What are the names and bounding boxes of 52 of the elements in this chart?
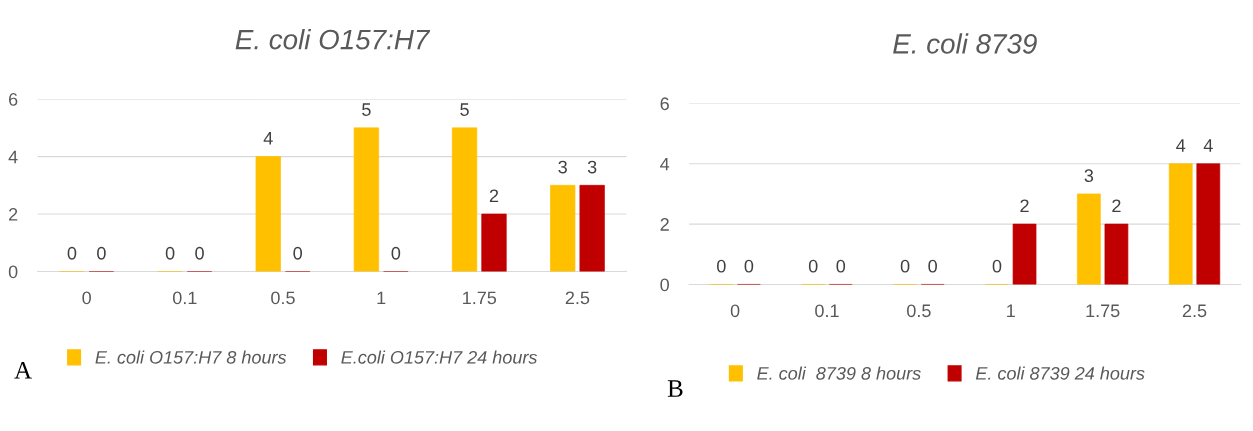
- y-tick-label: 0: [660, 278, 669, 292]
- y-tick-label: 0: [8, 265, 18, 279]
- x-tick-label: 0: [730, 304, 740, 318]
- chart-title: E. coli 8739: [893, 33, 1037, 54]
- x-tick-label: 1: [1007, 304, 1015, 317]
- data-label: 4: [1203, 139, 1213, 152]
- x-tick-label: 2.5: [565, 291, 590, 305]
- data-label: 0: [165, 246, 175, 260]
- data-label: 0: [195, 246, 204, 260]
- data-label: 3: [1084, 169, 1094, 183]
- data-label: 2: [1112, 199, 1121, 213]
- data-label: 4: [1176, 139, 1186, 152]
- data-label: 0: [293, 246, 303, 260]
- data-label: 0: [67, 246, 77, 260]
- legend-label: E. coli 8739 24 hours: [975, 366, 1145, 380]
- x-tick-label: 2.5: [1182, 304, 1207, 318]
- data-label: 0: [744, 259, 754, 273]
- y-tick-label: 6: [660, 97, 669, 111]
- x-tick-label: 0.5: [271, 291, 295, 305]
- x-tick-label: 0.1: [815, 304, 839, 318]
- legend-label: E. coli O157:H7 8 hours: [95, 350, 287, 364]
- data-label: 0: [808, 259, 818, 273]
- y-tick-label: 2: [9, 208, 18, 221]
- data-label: 0: [836, 259, 846, 273]
- x-tick-label: 0: [82, 291, 91, 305]
- y-tick-label: 2: [660, 218, 669, 231]
- x-tick-label: 1: [377, 291, 386, 305]
- data-label: 5: [362, 103, 371, 116]
- text: B: [667, 380, 683, 397]
- data-label: 2: [489, 189, 499, 202]
- y-tick-label: 6: [9, 93, 18, 106]
- y-tick-label: 4: [8, 150, 18, 164]
- text: A: [14, 361, 32, 379]
- data-label: 5: [460, 103, 469, 116]
- data-label: 0: [97, 246, 106, 260]
- x-tick-label: 0.1: [172, 291, 197, 305]
- x-tick-label: 0.5: [907, 304, 931, 318]
- legend-label: E. coli 8739 8 hours: [757, 366, 921, 380]
- legend-label: E.coli O157:H7 24 hours: [341, 350, 538, 364]
- x-tick-label: 1.75: [463, 291, 497, 305]
- chart-title: E. coli O157:H7: [235, 29, 431, 50]
- x-tick-label: 1.75: [1086, 304, 1120, 318]
- data-label: 3: [587, 160, 597, 174]
- data-label: 4: [263, 132, 273, 145]
- data-label: 0: [391, 246, 401, 260]
- data-label: 0: [928, 259, 937, 273]
- y-tick-label: 4: [660, 157, 670, 171]
- data-label: 2: [1020, 199, 1029, 213]
- data-label: 3: [558, 160, 567, 174]
- data-label: 0: [717, 259, 726, 273]
- data-label: 0: [900, 259, 910, 273]
- data-label: 0: [992, 259, 1002, 273]
